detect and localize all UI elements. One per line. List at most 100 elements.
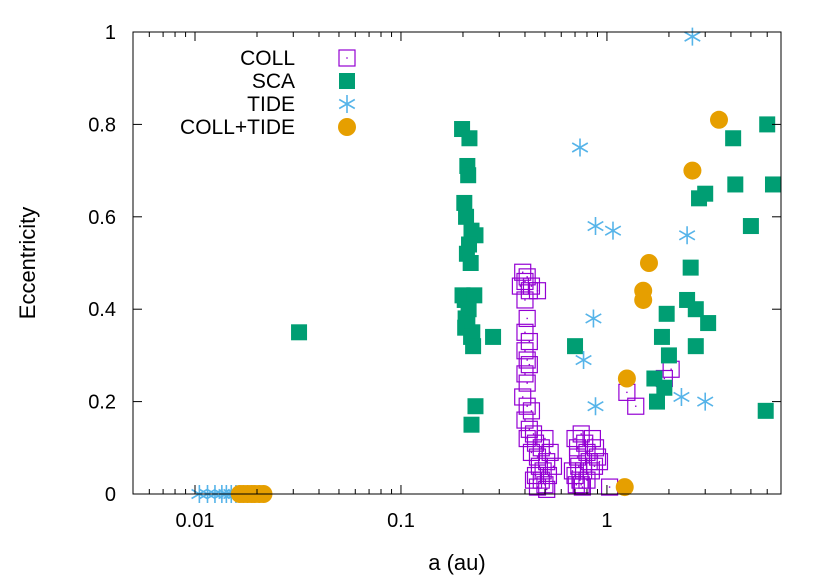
- point-coll: [520, 420, 538, 438]
- x-axis-title: a (au): [428, 550, 485, 575]
- x-tick-label: 0.1: [387, 510, 415, 532]
- point-coll: [538, 453, 556, 471]
- point-coll: [600, 478, 619, 496]
- point-coll: [522, 402, 541, 420]
- plot-frame: [132, 31, 782, 495]
- tick-labels: 0.01 0.1 1 0 0.2 0.4 0.6 0.8 1: [88, 22, 612, 532]
- point-coll: [573, 478, 591, 496]
- point-coll: [518, 397, 536, 415]
- point-sca: [465, 338, 482, 355]
- point-coll: [590, 453, 609, 471]
- axis-ticks: [132, 31, 782, 495]
- point-coll: [520, 332, 538, 351]
- point-coll: [541, 443, 559, 462]
- point-tide: [575, 351, 592, 370]
- point-coll: [516, 291, 534, 309]
- point-coll: [532, 439, 550, 457]
- point-coll: [526, 466, 545, 485]
- legend-label: COLL: [240, 47, 295, 70]
- point-sca: [458, 208, 475, 225]
- point-coll: [530, 457, 549, 475]
- y-tick-label: 1: [105, 22, 116, 44]
- point-sca: [653, 328, 670, 345]
- point-sca: [727, 176, 744, 193]
- point-sca: [461, 130, 478, 147]
- legend-marker: [338, 49, 356, 67]
- point-coll: [522, 277, 541, 295]
- point-sca: [462, 255, 479, 271]
- point-tide: [673, 387, 690, 406]
- point-sca: [725, 130, 742, 147]
- series-coll: [511, 263, 680, 498]
- point-coll: [583, 429, 601, 448]
- point-sca: [648, 393, 665, 410]
- point-tide: [587, 397, 604, 416]
- legend-marker: [338, 118, 356, 136]
- series-coll-tide: [230, 110, 728, 503]
- point-coll: [539, 466, 558, 485]
- point-sca: [697, 185, 714, 202]
- point-sca: [291, 324, 308, 341]
- point-sca: [757, 402, 774, 419]
- point-sca: [700, 315, 717, 332]
- legend-marker: [338, 95, 356, 113]
- y-tick-label: 0.2: [88, 392, 116, 414]
- point-sca: [742, 218, 759, 235]
- legend-label: SCA: [252, 70, 295, 93]
- point-coll: [516, 272, 534, 291]
- point-coll-tide: [639, 254, 658, 272]
- legend-marker: [339, 73, 355, 89]
- point-coll: [518, 351, 536, 369]
- point-sca: [567, 338, 584, 355]
- x-tick-label: 1: [601, 510, 612, 532]
- point-coll: [585, 457, 604, 475]
- point-coll: [528, 282, 547, 300]
- point-coll-tide: [617, 369, 636, 388]
- point-sca: [759, 116, 776, 133]
- legend-label: TIDE: [247, 93, 295, 116]
- point-coll: [536, 429, 554, 448]
- point-coll: [586, 439, 605, 457]
- point-coll: [528, 448, 547, 466]
- y-tick-label: 0.8: [88, 114, 116, 136]
- point-coll: [544, 457, 563, 475]
- point-coll: [662, 360, 680, 378]
- point-coll: [528, 478, 547, 496]
- point-sca: [764, 176, 781, 193]
- point-tide: [587, 217, 604, 236]
- point-sca: [656, 379, 673, 396]
- point-coll: [572, 476, 590, 494]
- point-coll: [514, 263, 532, 281]
- point-coll: [627, 397, 645, 415]
- point-coll: [520, 356, 538, 374]
- point-coll-tide: [709, 110, 728, 129]
- point-coll: [538, 480, 556, 498]
- y-tick-label: 0.4: [88, 299, 116, 321]
- point-coll: [514, 388, 532, 406]
- point-sca: [463, 416, 480, 433]
- y-axis-title: Eccentricity: [15, 207, 40, 319]
- point-coll: [518, 268, 536, 286]
- point-coll: [524, 471, 543, 489]
- point-sca: [460, 167, 477, 184]
- y-tick-label: 0.6: [88, 207, 116, 229]
- point-sca: [687, 301, 704, 318]
- point-coll: [518, 374, 536, 392]
- point-coll: [568, 439, 587, 457]
- point-sca: [466, 287, 483, 304]
- point-coll: [511, 277, 529, 295]
- point-tide: [585, 309, 602, 328]
- point-coll-tide: [634, 290, 653, 309]
- point-coll: [572, 425, 590, 443]
- point-tide: [697, 392, 714, 411]
- point-coll: [516, 365, 534, 383]
- x-tick-label: 0.01: [176, 510, 215, 532]
- point-coll: [516, 323, 534, 341]
- point-coll: [516, 342, 534, 360]
- point-coll: [526, 434, 545, 452]
- point-coll: [563, 462, 582, 480]
- point-coll: [566, 429, 584, 448]
